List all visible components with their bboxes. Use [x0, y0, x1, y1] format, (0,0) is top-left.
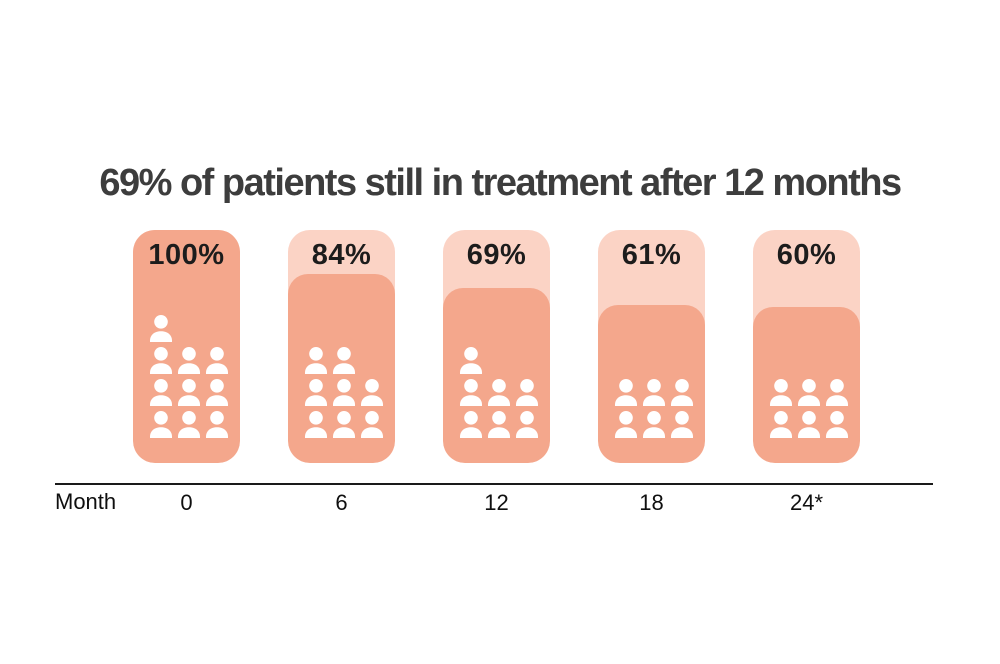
person-icon	[460, 379, 482, 406]
person-icon	[615, 379, 637, 406]
value-label: 69%	[466, 239, 527, 271]
people-row	[304, 347, 384, 374]
bar-month-6: 84%	[288, 230, 395, 463]
person-icon	[305, 379, 327, 406]
people-grid	[304, 347, 384, 438]
value-label: 60%	[776, 239, 837, 271]
people-row	[769, 411, 849, 438]
people-row	[149, 315, 229, 342]
x-axis-tick-row: 0 6 12 18 24*	[133, 490, 860, 516]
person-icon	[460, 347, 482, 374]
person-icon	[333, 379, 355, 406]
person-icon	[516, 379, 538, 406]
person-icon	[150, 347, 172, 374]
person-icon	[671, 411, 693, 438]
person-icon	[615, 411, 637, 438]
value-label: 100%	[148, 239, 225, 271]
bar-month-12: 69%	[443, 230, 550, 463]
bar-group: 100% 84% 69% 61% 60%	[133, 230, 860, 463]
person-icon	[643, 379, 665, 406]
chart-title: 69% of patients still in treatment after…	[99, 162, 902, 204]
people-grid	[614, 379, 694, 438]
person-icon	[770, 411, 792, 438]
people-row	[459, 347, 539, 374]
bar-month-18: 61%	[598, 230, 705, 463]
person-icon	[798, 411, 820, 438]
people-grid	[149, 315, 229, 438]
people-row	[149, 347, 229, 374]
person-icon	[206, 379, 228, 406]
person-icon	[488, 379, 510, 406]
person-icon	[671, 379, 693, 406]
x-tick-label: 12	[484, 490, 509, 515]
people-row	[459, 411, 539, 438]
person-icon	[826, 411, 848, 438]
person-icon	[305, 347, 327, 374]
person-icon	[178, 379, 200, 406]
x-tick-label: 0	[180, 490, 193, 515]
people-row	[149, 379, 229, 406]
people-grid	[459, 347, 539, 438]
bar-month-24: 60%	[753, 230, 860, 463]
people-row	[614, 411, 694, 438]
people-row	[459, 379, 539, 406]
x-tick-label: 24*	[789, 490, 824, 515]
person-icon	[150, 411, 172, 438]
person-icon	[516, 411, 538, 438]
person-icon	[361, 411, 383, 438]
x-tick-label: 6	[335, 490, 348, 515]
person-icon	[178, 411, 200, 438]
person-icon	[488, 411, 510, 438]
person-icon	[361, 379, 383, 406]
person-icon	[333, 347, 355, 374]
x-tick-label: 18	[639, 490, 664, 515]
person-icon	[206, 347, 228, 374]
bar-fill	[133, 230, 240, 463]
person-icon	[798, 379, 820, 406]
person-icon	[643, 411, 665, 438]
person-icon	[150, 315, 172, 342]
x-axis-line	[55, 483, 933, 485]
person-icon	[206, 411, 228, 438]
person-icon	[178, 347, 200, 374]
value-label: 84%	[311, 239, 372, 271]
people-row	[614, 379, 694, 406]
person-icon	[150, 379, 172, 406]
people-row	[304, 379, 384, 406]
people-row	[769, 379, 849, 406]
person-icon	[333, 411, 355, 438]
people-row	[149, 411, 229, 438]
person-icon	[770, 379, 792, 406]
value-label: 61%	[621, 239, 682, 271]
x-axis-label: Month	[55, 489, 117, 514]
person-icon	[305, 411, 327, 438]
person-icon	[460, 411, 482, 438]
person-icon	[826, 379, 848, 406]
people-row	[304, 411, 384, 438]
people-grid	[769, 379, 849, 438]
bar-month-0: 100%	[133, 230, 240, 463]
